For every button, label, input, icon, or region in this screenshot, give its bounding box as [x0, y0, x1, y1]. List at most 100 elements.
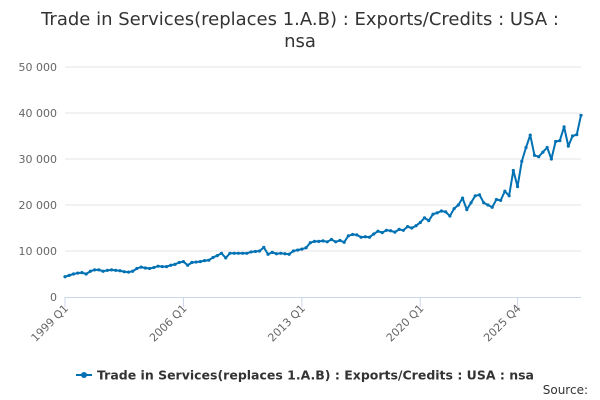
data-point — [473, 194, 477, 198]
data-point — [317, 239, 321, 243]
x-tick-label: 1999 Q1 — [29, 302, 72, 345]
y-tick-label: 50 000 — [19, 61, 58, 74]
data-point — [304, 246, 308, 250]
data-point — [570, 134, 575, 138]
data-point — [109, 268, 114, 272]
data-point — [143, 266, 147, 270]
data-point — [575, 133, 579, 137]
data-point — [279, 251, 283, 255]
data-point — [63, 275, 67, 279]
data-point — [444, 210, 448, 214]
data-point — [181, 259, 186, 264]
data-point — [427, 219, 431, 223]
data-point — [346, 234, 350, 238]
data-point — [296, 248, 300, 252]
data-point — [202, 259, 207, 263]
data-point — [253, 249, 257, 254]
data-point — [215, 254, 219, 258]
data-point — [186, 263, 190, 267]
data-point — [101, 269, 105, 273]
y-tick-label: 20 000 — [19, 199, 58, 212]
data-point — [105, 268, 109, 272]
data-point — [541, 150, 545, 154]
data-point — [334, 240, 338, 244]
legend[interactable]: Trade in Services(replaces 1.A.B) : Expo… — [76, 368, 534, 383]
data-point — [380, 231, 384, 235]
x-tick-label: 2013 Q1 — [265, 302, 308, 345]
y-tick-label: 30 000 — [19, 153, 58, 166]
data-point — [528, 133, 532, 137]
data-point — [384, 228, 389, 232]
data-point — [135, 266, 139, 271]
data-point — [507, 194, 511, 198]
data-point — [410, 226, 414, 230]
data-point — [452, 207, 456, 211]
data-point — [511, 168, 515, 173]
data-point — [503, 189, 507, 193]
data-point — [300, 247, 304, 251]
data-point — [422, 216, 427, 220]
data-point — [431, 212, 435, 216]
data-point — [257, 249, 262, 253]
data-point — [249, 250, 253, 254]
data-point — [549, 157, 553, 161]
data-point — [194, 260, 198, 264]
data-point — [469, 201, 473, 205]
data-point — [338, 238, 342, 243]
y-tick-label: 10 000 — [19, 245, 58, 258]
data-point — [499, 198, 503, 202]
data-point — [342, 240, 346, 244]
data-point — [393, 230, 397, 234]
data-point — [291, 249, 295, 253]
data-point — [566, 144, 570, 148]
data-point — [80, 271, 84, 275]
data-point — [435, 211, 439, 215]
data-point — [359, 235, 363, 239]
data-point — [173, 262, 177, 266]
data-point — [156, 264, 160, 268]
data-point — [414, 224, 418, 228]
data-point — [139, 265, 143, 269]
data-point — [363, 235, 367, 239]
data-point — [228, 251, 232, 255]
data-point — [232, 251, 236, 255]
y-tick-label: 40 000 — [19, 107, 58, 120]
data-point — [76, 271, 80, 275]
data-point — [198, 259, 202, 264]
data-point — [190, 260, 194, 265]
chart-title-line-1: Trade in Services(replaces 1.A.B) : Expo… — [40, 9, 559, 30]
y-axis-tick-labels: 0 10 000 20 000 30 000 40 000 50 000 — [19, 61, 58, 304]
data-point — [93, 268, 97, 272]
data-point — [126, 270, 131, 274]
data-point — [520, 159, 524, 163]
data-point — [477, 193, 482, 197]
data-point — [211, 255, 215, 260]
data-point — [439, 209, 444, 213]
y-tick-label: 0 — [50, 291, 57, 304]
data-point — [236, 251, 241, 255]
data-point — [308, 241, 312, 245]
data-point — [456, 203, 460, 207]
data-point — [147, 266, 152, 271]
data-point — [169, 263, 173, 267]
data-point — [418, 220, 422, 225]
source-label[interactable]: Source: — [543, 383, 588, 397]
data-point — [118, 269, 122, 273]
data-point — [405, 225, 410, 229]
data-point — [325, 240, 329, 244]
data-point — [351, 232, 355, 237]
data-point — [562, 125, 566, 129]
data-point — [554, 139, 558, 144]
data-point — [465, 208, 469, 212]
data-point — [287, 252, 291, 256]
legend-marker-icon — [81, 372, 87, 378]
x-tick-label: 2020 Q1 — [384, 302, 427, 345]
data-point — [262, 245, 266, 249]
data-point — [490, 205, 494, 209]
data-point — [67, 273, 71, 277]
data-point — [160, 265, 164, 269]
data-point — [114, 268, 118, 272]
series-line — [64, 115, 582, 278]
